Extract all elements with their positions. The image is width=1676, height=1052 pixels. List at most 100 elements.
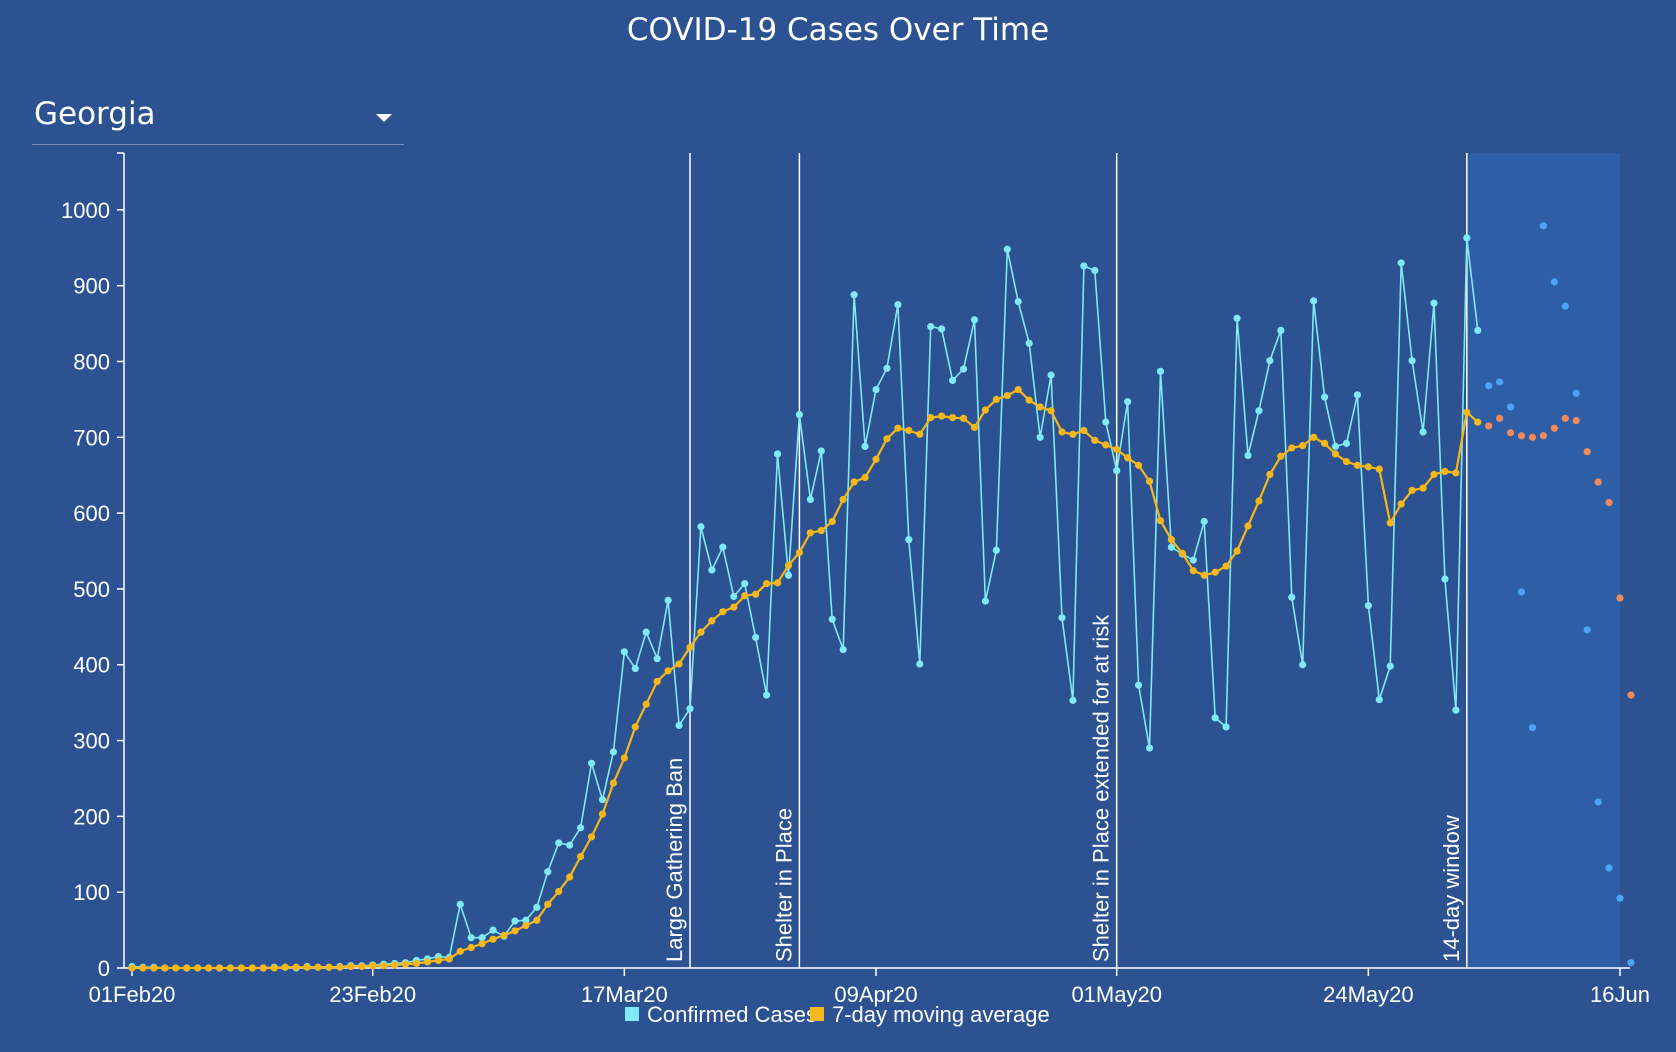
confirmed-point bbox=[959, 365, 968, 373]
moving-avg-point bbox=[423, 958, 432, 966]
moving-avg-forecast-point bbox=[1594, 478, 1602, 486]
confirmed-point bbox=[970, 316, 979, 324]
confirmed-point bbox=[1299, 661, 1307, 669]
moving-avg-point bbox=[1288, 444, 1296, 452]
moving-avg-point bbox=[1134, 461, 1143, 469]
moving-avg-point bbox=[587, 833, 596, 841]
x-tick-label: 24May20 bbox=[1323, 982, 1414, 1007]
moving-avg-point bbox=[1025, 396, 1033, 404]
moving-avg-forecast-point bbox=[1550, 424, 1558, 432]
moving-avg-point bbox=[1364, 463, 1372, 471]
confirmed-point bbox=[762, 691, 771, 699]
confirmed-point bbox=[555, 839, 563, 847]
moving-avg-point bbox=[380, 962, 388, 970]
confirmed-point bbox=[741, 580, 749, 588]
moving-avg-point bbox=[314, 963, 322, 971]
moving-avg-point bbox=[456, 947, 464, 955]
confirmed-point bbox=[686, 705, 694, 713]
confirmed-point bbox=[533, 903, 541, 911]
confirmed-point bbox=[1342, 439, 1351, 447]
confirmed-forecast-point bbox=[1539, 222, 1548, 230]
moving-avg-forecast-point bbox=[1583, 448, 1591, 456]
moving-avg-forecast-point bbox=[1627, 691, 1635, 699]
confirmed-point bbox=[1244, 451, 1252, 460]
moving-avg-point bbox=[1441, 467, 1449, 476]
confirmed-point bbox=[1189, 556, 1197, 564]
moving-avg-point bbox=[1167, 536, 1176, 544]
confirmed-point bbox=[850, 291, 858, 299]
moving-avg-point bbox=[948, 413, 957, 422]
confirmed-point bbox=[708, 566, 716, 574]
moving-avg-forecast-point bbox=[1528, 433, 1537, 441]
moving-avg-forecast-point bbox=[1572, 417, 1580, 425]
confirmed-point bbox=[1047, 371, 1055, 379]
confirmed-point bbox=[1408, 357, 1416, 365]
moving-avg-point bbox=[1474, 418, 1482, 426]
confirmed-point bbox=[1167, 543, 1176, 551]
moving-avg-point bbox=[1233, 547, 1241, 555]
confirmed-point bbox=[697, 523, 705, 531]
confirmed-forecast-point bbox=[1517, 588, 1526, 596]
confirmed-point bbox=[1102, 418, 1110, 426]
confirmed-point bbox=[806, 495, 814, 504]
moving-avg-point bbox=[1244, 522, 1252, 530]
moving-avg-point bbox=[172, 964, 180, 972]
moving-avg-point bbox=[1353, 461, 1362, 469]
confirmed-point bbox=[1003, 245, 1011, 253]
moving-avg-point bbox=[653, 677, 661, 686]
moving-avg-point bbox=[139, 964, 147, 972]
moving-avg-point bbox=[281, 963, 289, 971]
y-tick-label: 400 bbox=[73, 653, 110, 678]
moving-avg-point bbox=[1211, 568, 1219, 576]
moving-avg-point bbox=[194, 964, 202, 972]
confirmed-point bbox=[1266, 357, 1274, 365]
moving-avg-point bbox=[642, 700, 650, 708]
moving-avg-point bbox=[336, 963, 344, 971]
x-tick-label: 16Jun bbox=[1590, 982, 1650, 1007]
confirmed-point bbox=[467, 934, 475, 942]
moving-avg-point bbox=[325, 963, 333, 971]
moving-avg-point bbox=[1277, 452, 1285, 460]
confirmed-point bbox=[642, 628, 650, 636]
moving-avg-point bbox=[1320, 439, 1329, 447]
legend-swatch-moving-avg bbox=[810, 1007, 824, 1021]
moving-avg-point bbox=[850, 478, 858, 486]
confirmed-point bbox=[1025, 339, 1033, 347]
moving-avg-point bbox=[500, 931, 508, 940]
moving-avg-point bbox=[1266, 470, 1274, 479]
moving-avg-point bbox=[1408, 486, 1416, 494]
confirmed-point bbox=[576, 824, 585, 832]
confirmed-point bbox=[1375, 696, 1383, 704]
moving-avg-point bbox=[183, 964, 191, 972]
moving-avg-point bbox=[1058, 428, 1066, 436]
confirmed-point bbox=[1364, 602, 1372, 610]
moving-avg-point bbox=[708, 617, 716, 625]
moving-avg-point bbox=[226, 964, 235, 972]
moving-avg-point bbox=[248, 964, 256, 972]
legend-label-moving-avg: 7-day moving average bbox=[832, 1002, 1050, 1027]
confirmed-point bbox=[1277, 326, 1285, 335]
confirmed-forecast-point bbox=[1572, 389, 1580, 397]
moving-avg-point bbox=[1452, 469, 1460, 477]
moving-avg-point bbox=[358, 962, 366, 971]
moving-avg-point bbox=[686, 643, 694, 651]
state-dropdown[interactable]: Georgia bbox=[32, 92, 404, 145]
moving-avg-line bbox=[132, 388, 1479, 970]
confirmed-point bbox=[894, 301, 902, 309]
confirmed-point bbox=[1288, 593, 1296, 601]
confirmed-point bbox=[872, 385, 880, 394]
confirmed-point bbox=[719, 543, 727, 551]
moving-avg-point bbox=[576, 852, 585, 861]
confirmed-forecast-point bbox=[1627, 959, 1635, 967]
confirmed-forecast-point bbox=[1550, 278, 1558, 286]
confirmed-point bbox=[511, 917, 519, 925]
confirmed-point bbox=[1397, 259, 1405, 267]
moving-avg-point bbox=[1310, 433, 1318, 441]
moving-avg-point bbox=[839, 495, 847, 504]
confirmed-point bbox=[1474, 326, 1482, 335]
y-tick-label: 0 bbox=[98, 956, 110, 981]
moving-avg-point bbox=[555, 887, 563, 896]
moving-avg-point bbox=[1255, 497, 1263, 505]
moving-avg-point bbox=[598, 810, 607, 818]
y-tick-label: 900 bbox=[73, 274, 110, 299]
